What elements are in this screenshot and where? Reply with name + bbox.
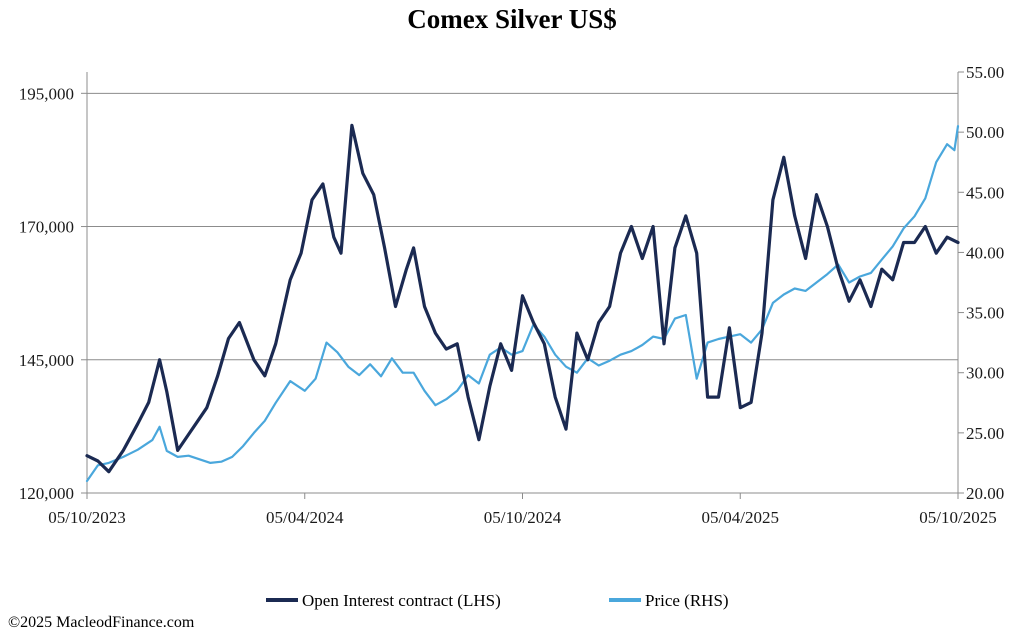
series-line-open-interest: [85, 123, 960, 474]
left-tick-label: 195,000: [19, 84, 74, 103]
x-tick-label: 05/10/2025: [919, 508, 996, 527]
right-tick-label: 35.00: [966, 304, 1004, 323]
right-tick-label: 30.00: [966, 364, 1004, 383]
left-tick-label: 120,000: [19, 484, 74, 503]
legend-label-price: Price (RHS): [645, 591, 729, 610]
left-axis: 120,000 145,000 170,000 195,000: [19, 84, 87, 503]
x-tick-label: 05/04/2024: [266, 508, 344, 527]
right-tick-label: 55.00: [966, 63, 1004, 82]
gridlines: [87, 92, 958, 361]
copyright-text: ©2025 MacleodFinance.com: [8, 614, 195, 631]
right-tick-label: 40.00: [966, 243, 1004, 262]
left-tick-label: 170,000: [19, 218, 74, 237]
axes: [86, 72, 959, 494]
right-tick-label: 25.00: [966, 424, 1004, 443]
x-axis: 05/10/2023 05/04/2024 05/10/2024 05/04/2025…: [48, 493, 997, 527]
chart-title: Comex Silver US$: [407, 4, 617, 34]
right-tick-label: 20.00: [966, 484, 1004, 503]
legend: Open Interest contract (LHS) Price (RHS): [266, 591, 729, 610]
series-group: [85, 123, 960, 483]
right-tick-label: 45.00: [966, 183, 1004, 202]
right-tick-label: 50.00: [966, 123, 1004, 142]
x-tick-label: 05/10/2023: [48, 508, 125, 527]
x-tick-label: 05/10/2024: [484, 508, 562, 527]
right-axis: 20.00 25.00 30.00 35.00 40.00 45.00 50.00 55.00: [958, 63, 1004, 503]
left-tick-label: 145,000: [19, 351, 74, 370]
x-tick-label: 05/04/2025: [702, 508, 779, 527]
legend-label-open-interest: Open Interest contract (LHS): [302, 591, 501, 610]
